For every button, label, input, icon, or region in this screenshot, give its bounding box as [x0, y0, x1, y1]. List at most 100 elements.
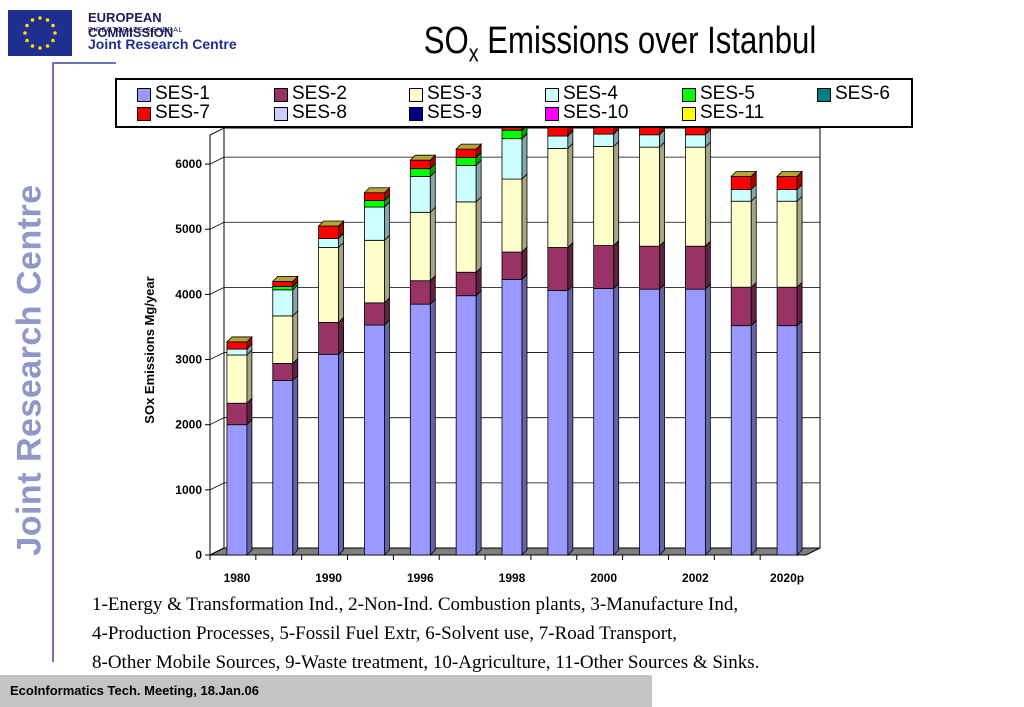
eu-stars-icon — [23, 16, 57, 50]
bar-top-cap — [271, 275, 299, 282]
bar-top-cap — [225, 336, 253, 343]
x-tick-label: 1996 — [407, 571, 434, 585]
title-main: SO — [423, 20, 469, 62]
bar-segment — [730, 200, 752, 288]
bar-segment-side — [338, 348, 345, 556]
bar-segment — [409, 159, 431, 170]
legend-label: SES-10 — [563, 102, 629, 123]
bar-segment-side — [475, 159, 482, 203]
legend-swatch — [682, 88, 696, 102]
y-tick-label: 6000 — [175, 157, 202, 171]
legend-label: SES-6 — [835, 83, 890, 104]
logo-line-1: EUROPEAN COMMISSION — [88, 10, 174, 40]
logo-line-2: DIRECTORATE-GENERAL — [88, 27, 183, 34]
eu-flag-icon — [8, 10, 72, 56]
bar-segment — [318, 237, 340, 248]
legend-label: SES-4 — [563, 83, 618, 104]
side-text-container: Joint Research Centre — [10, 184, 50, 555]
legend-label: SES-11 — [700, 102, 765, 123]
x-tick-label: 2000 — [590, 571, 617, 585]
bar-segment-side — [521, 132, 528, 181]
x-tick-label: 2002 — [682, 571, 709, 585]
logo-line-3: Joint Research Centre — [88, 36, 237, 52]
legend-swatch — [274, 88, 288, 102]
bar-segment — [318, 353, 340, 556]
bar-segment-side — [338, 316, 345, 356]
bar-segment — [226, 354, 248, 404]
bar-segment — [730, 176, 752, 190]
bar-segment-side — [613, 140, 620, 247]
bar-segment-side — [384, 201, 390, 242]
y-tick-label: 5000 — [175, 222, 202, 236]
stacked-bar-chart: 0 1000 2000 3000 4000 5000 6000 SOx Emissions M… — [142, 125, 821, 585]
bar-top-cap — [455, 143, 483, 150]
legend-swatch — [274, 107, 288, 121]
title-rest: Emissions over Istanbul — [478, 20, 817, 62]
bar-segment — [639, 134, 660, 148]
footer-text: EcoInformatics Tech. Meeting, 18.Jan.06 — [10, 683, 260, 698]
legend-swatch — [409, 107, 423, 121]
bar-segment — [501, 178, 523, 253]
bar-segment — [364, 192, 385, 201]
bar-segment — [776, 325, 798, 556]
bar-segment — [593, 245, 615, 289]
bar-top-cap — [409, 154, 437, 161]
bar-segment — [455, 164, 477, 203]
legend-swatch — [817, 88, 831, 102]
chart-side-wall — [209, 127, 225, 556]
legend-label: SES-7 — [155, 102, 210, 123]
bar-segment-side — [704, 240, 711, 291]
bar-segment — [226, 348, 248, 356]
bar-segment-side — [796, 281, 803, 327]
bar-segment — [776, 189, 798, 202]
bar-segment — [547, 290, 569, 556]
bar-segment-side — [750, 195, 757, 289]
bar-segment — [501, 138, 523, 180]
y-axis-label: SOx Emissions Mg/year — [142, 276, 157, 423]
bar-top-cap — [730, 171, 758, 177]
description-line-3: 8-Other Mobile Sources, 9-Waste treatmen… — [92, 652, 760, 673]
bar-segment — [455, 271, 477, 297]
legend-swatch — [682, 107, 696, 121]
bar-segment — [409, 280, 431, 305]
bar-segment-side — [613, 282, 620, 556]
bar-top-cap — [776, 171, 804, 177]
bar-segment — [730, 189, 752, 202]
bar-top-cap — [317, 220, 345, 227]
bar-segment-side — [796, 195, 803, 289]
bar-segment-side — [429, 206, 436, 282]
bar-segment-side — [475, 195, 482, 274]
bar-segment — [364, 200, 385, 208]
gridline — [209, 156, 820, 165]
bar-segment — [639, 288, 660, 556]
bar-segment — [501, 251, 523, 280]
bar-segment — [730, 325, 752, 556]
bar-segment-side — [246, 349, 253, 405]
legend-swatch — [137, 107, 151, 121]
legend-swatch — [137, 88, 151, 102]
bar-segment-side — [338, 241, 345, 324]
bar-segment — [501, 129, 523, 140]
bar-segment-side — [292, 374, 299, 556]
x-tick-label: 1990 — [315, 571, 342, 585]
gridline — [209, 482, 820, 491]
bar-segment — [226, 402, 248, 426]
bar-segment — [226, 424, 248, 556]
legend-swatch — [545, 88, 559, 102]
x-tick-label: 2020p — [770, 571, 804, 585]
footer-bar: EcoInformatics Tech. Meeting, 18.Jan.06 — [0, 675, 652, 707]
legend-swatch — [545, 107, 559, 121]
bar-segment — [684, 245, 706, 290]
bar-segment — [272, 286, 294, 291]
bar-segment — [455, 157, 477, 166]
bar-segment-side — [659, 240, 665, 291]
bar-segment — [684, 288, 706, 556]
bar-segment-side — [750, 281, 757, 327]
bar-segment-side — [521, 246, 528, 281]
legend-label: SES-3 — [427, 83, 482, 104]
bar-segment-side — [796, 319, 803, 556]
bar-segment — [272, 379, 294, 556]
frame-side-line — [52, 62, 54, 662]
gridline — [209, 286, 820, 295]
bar-segment — [409, 168, 431, 177]
